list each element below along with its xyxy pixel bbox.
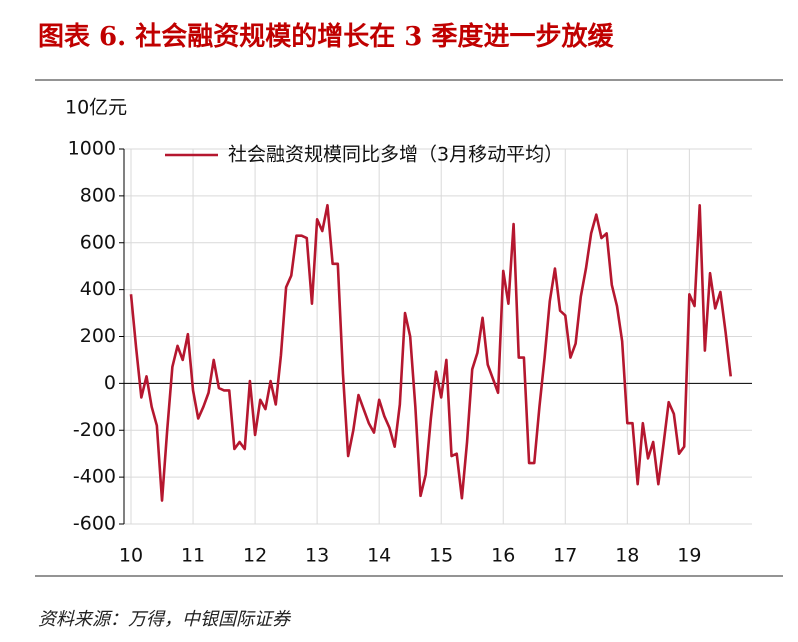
x-tick-label: 14 xyxy=(367,545,391,567)
y-tick-label: -400 xyxy=(73,466,116,488)
data-line xyxy=(129,203,733,502)
y-axis-unit: 10亿元 xyxy=(65,97,127,119)
x-tick-label: 11 xyxy=(181,545,205,567)
y-tick-label: 1000 xyxy=(68,138,116,160)
chart-title: 图表 6. 社会融资规模的增长在 3 季度进一步放缓 xyxy=(38,21,614,52)
legend-label: 社会融资规模同比多增（3月移动平均） xyxy=(228,144,563,166)
y-tick-label: 400 xyxy=(80,278,116,300)
x-tick-label: 16 xyxy=(491,545,515,567)
x-tick-label: 12 xyxy=(243,545,267,567)
source-note: 资料来源：万得，中银国际证券 xyxy=(38,609,292,630)
y-tick-label: 0 xyxy=(104,372,116,394)
x-tick-label: 18 xyxy=(615,545,639,567)
y-tick-label: 600 xyxy=(80,231,116,253)
x-tick-label: 10 xyxy=(119,545,143,567)
x-tick-label: 15 xyxy=(429,545,453,567)
x-tick-label: 13 xyxy=(305,545,329,567)
y-tick-label: 200 xyxy=(80,325,116,347)
x-tick-label: 19 xyxy=(677,545,701,567)
y-tick-label: -600 xyxy=(73,513,116,535)
x-tick-label: 17 xyxy=(553,545,577,567)
y-tick-label: -200 xyxy=(73,419,116,441)
y-tick-label: 800 xyxy=(80,184,116,206)
